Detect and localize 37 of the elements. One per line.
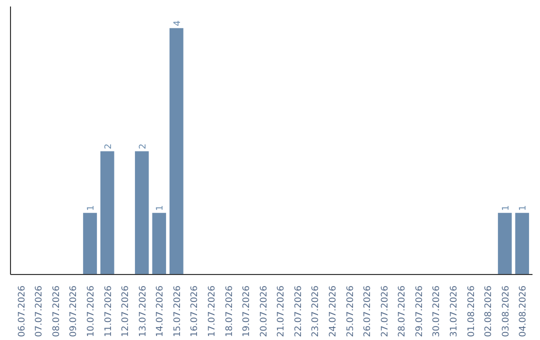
x-tick-label: 25.07.2026	[346, 285, 356, 338]
x-tick-label: 01.08.2026	[466, 285, 477, 338]
x-tick-label: 11.07.2026	[104, 285, 114, 338]
x-tick-label: 14.07.2026	[156, 285, 166, 338]
x-tick-label: 10.07.2026	[86, 285, 97, 338]
x-tick-label: 18.07.2026	[224, 285, 235, 338]
x-tick-label: 17.07.2026	[208, 285, 218, 338]
x-tick-label: 29.07.2026	[414, 285, 425, 338]
x-tick-label: 19.07.2026	[242, 285, 252, 338]
x-tick-label: 07.07.2026	[34, 285, 45, 338]
data-label: 4	[172, 20, 183, 26]
x-tick-label: 26.07.2026	[363, 285, 374, 338]
data-label: 1	[156, 205, 166, 211]
data-label: 1	[86, 205, 97, 211]
x-tick-label: 20.07.2026	[259, 285, 270, 338]
data-label: 2	[104, 144, 114, 150]
x-tick-label: 02.08.2026	[484, 285, 494, 338]
x-tick-label: 12.07.2026	[121, 285, 132, 338]
x-tick-label: 31.07.2026	[449, 285, 460, 338]
x-tick-label: 28.07.2026	[398, 285, 408, 338]
x-tick-label: 21.07.2026	[276, 285, 287, 338]
x-tick-label: 24.07.2026	[328, 285, 338, 338]
data-label: 1	[501, 205, 512, 211]
x-tick-label: 22.07.2026	[294, 285, 304, 338]
x-tick-label: 03.08.2026	[501, 285, 512, 338]
x-tick-label: 13.07.2026	[138, 285, 148, 338]
x-tick-label: 04.08.2026	[518, 285, 529, 338]
data-label: 1	[518, 205, 529, 211]
x-tick-label: 16.07.2026	[190, 285, 200, 338]
x-tick-label: 15.07.2026	[172, 285, 183, 338]
x-tick-label: 23.07.2026	[311, 285, 322, 338]
x-tick-label: 09.07.2026	[69, 285, 80, 338]
data-label: 2	[138, 144, 148, 150]
x-tick-label: 27.07.2026	[380, 285, 390, 338]
x-tick-label: 08.07.2026	[52, 285, 62, 338]
x-tick-label: 06.07.2026	[17, 285, 28, 338]
x-tick-label: 30.07.2026	[432, 285, 442, 338]
